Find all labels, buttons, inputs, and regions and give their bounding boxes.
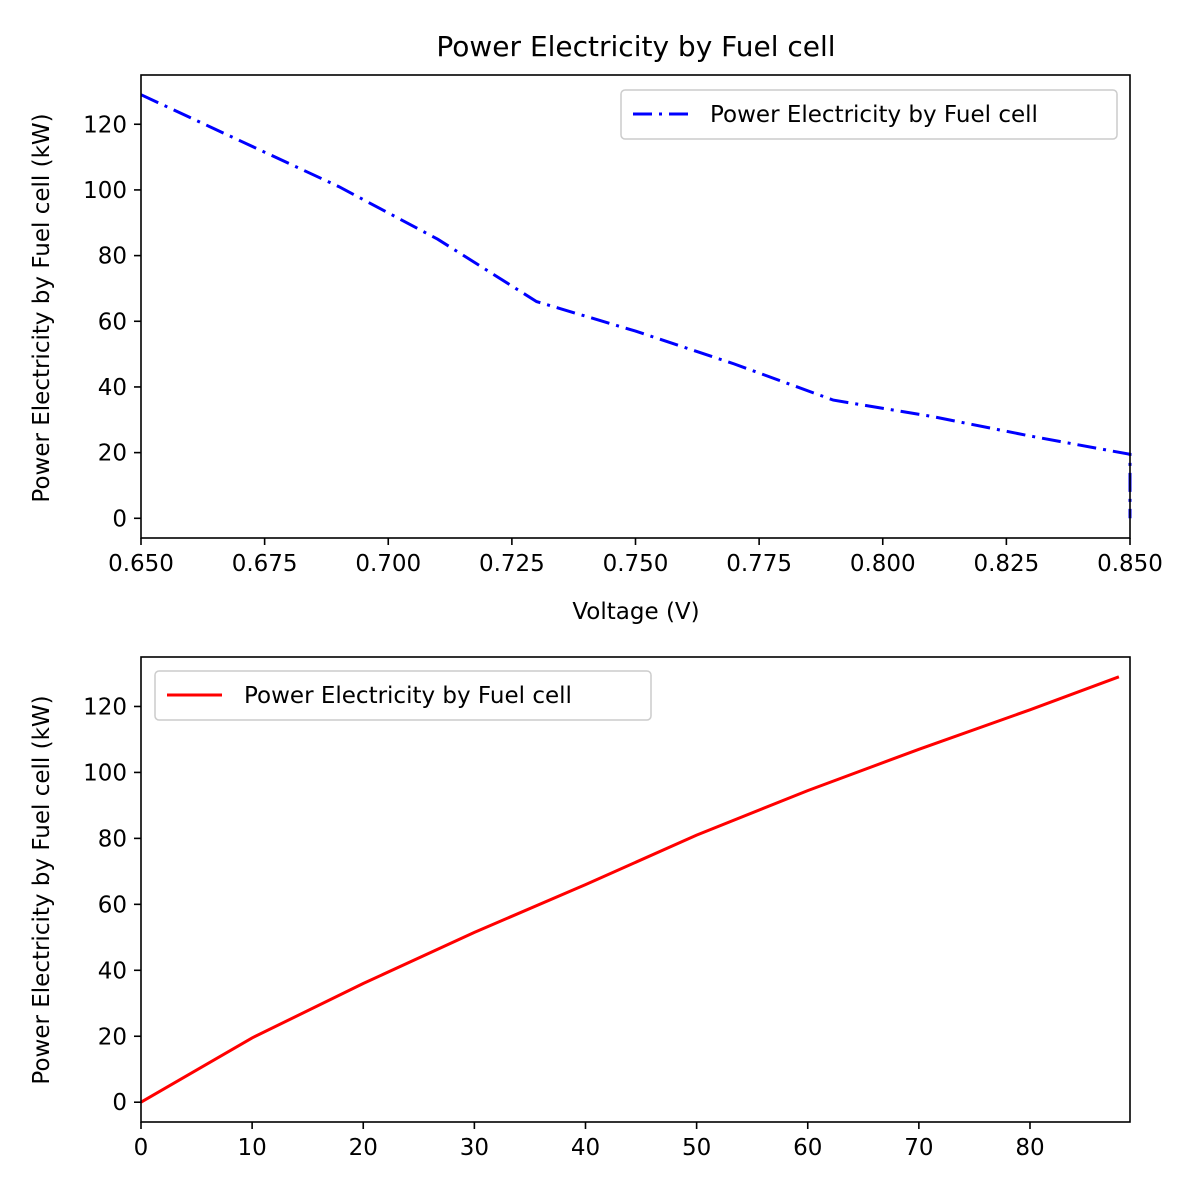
- chart-voltage-vs-power: Power Electricity by Fuel cell Voltage (…: [29, 30, 1163, 625]
- x-tick-label: 0.700: [355, 551, 421, 577]
- chart-title: Power Electricity by Fuel cell: [436, 30, 835, 63]
- x-tick-label: 0.675: [232, 551, 298, 577]
- y-tick-label: 60: [98, 892, 127, 918]
- x-tick-label: 10: [237, 1135, 266, 1161]
- series-line: [140, 675, 1120, 1104]
- legend-label: Power Electricity by Fuel cell: [710, 102, 1038, 128]
- x-tick-label: 70: [904, 1135, 933, 1161]
- chart-power-curve: Power Electricity by Fuel cell (kW) 0 10 2…: [29, 656, 1131, 1161]
- y-tick-label: 40: [98, 375, 127, 401]
- x-tick-label: 0.750: [603, 551, 669, 577]
- axis-ticks: 0 10 20 30 40 50 60 70 80 0 20 40 60 80 100 120: [83, 694, 1045, 1161]
- x-tick-label: 80: [1015, 1135, 1044, 1161]
- y-tick-label: 20: [98, 1024, 127, 1050]
- y-tick-label: 80: [98, 244, 127, 270]
- legend-label: Power Electricity by Fuel cell: [244, 683, 572, 709]
- x-tick-label: 0.850: [1097, 551, 1163, 577]
- x-tick-label: 60: [793, 1135, 822, 1161]
- y-tick-label: 0: [112, 1090, 127, 1116]
- plot-frame: [140, 74, 1131, 539]
- y-tick-label: 120: [83, 694, 127, 720]
- y-tick-label: 120: [83, 112, 127, 138]
- x-tick-label: 0.725: [479, 551, 545, 577]
- y-tick-label: 40: [98, 958, 127, 984]
- legend: Power Electricity by Fuel cell: [620, 89, 1118, 140]
- legend: Power Electricity by Fuel cell: [154, 670, 652, 721]
- legend-box: [154, 670, 652, 721]
- x-tick-label: 0.650: [108, 551, 174, 577]
- y-axis-label: Power Electricity by Fuel cell (kW): [29, 695, 55, 1084]
- x-tick-label: 0.800: [850, 551, 916, 577]
- y-tick-label: 20: [98, 441, 127, 467]
- x-tick-label: 0.775: [726, 551, 792, 577]
- x-tick-label: 30: [460, 1135, 489, 1161]
- x-tick-label: 20: [349, 1135, 378, 1161]
- x-tick-label: 0.825: [973, 551, 1039, 577]
- y-tick-label: 60: [98, 309, 127, 335]
- series-layer: [140, 675, 1120, 1104]
- y-tick-label: 80: [98, 826, 127, 852]
- series-line: [140, 93, 1132, 519]
- plot-frame: [140, 656, 1131, 1123]
- axis-ticks: 0.650 0.675 0.700 0.725 0.750 0.775 0.800 0.825…: [83, 112, 1163, 577]
- legend-box: [620, 89, 1118, 140]
- x-axis-label: Voltage (V): [572, 599, 699, 625]
- series-layer: [140, 93, 1132, 519]
- x-tick-label: 50: [682, 1135, 711, 1161]
- y-tick-label: 100: [83, 760, 127, 786]
- y-tick-label: 100: [83, 178, 127, 204]
- y-tick-label: 0: [112, 506, 127, 532]
- x-tick-label: 40: [571, 1135, 600, 1161]
- y-axis-label: Power Electricity by Fuel cell (kW): [29, 113, 55, 502]
- x-tick-label: 0: [134, 1135, 149, 1161]
